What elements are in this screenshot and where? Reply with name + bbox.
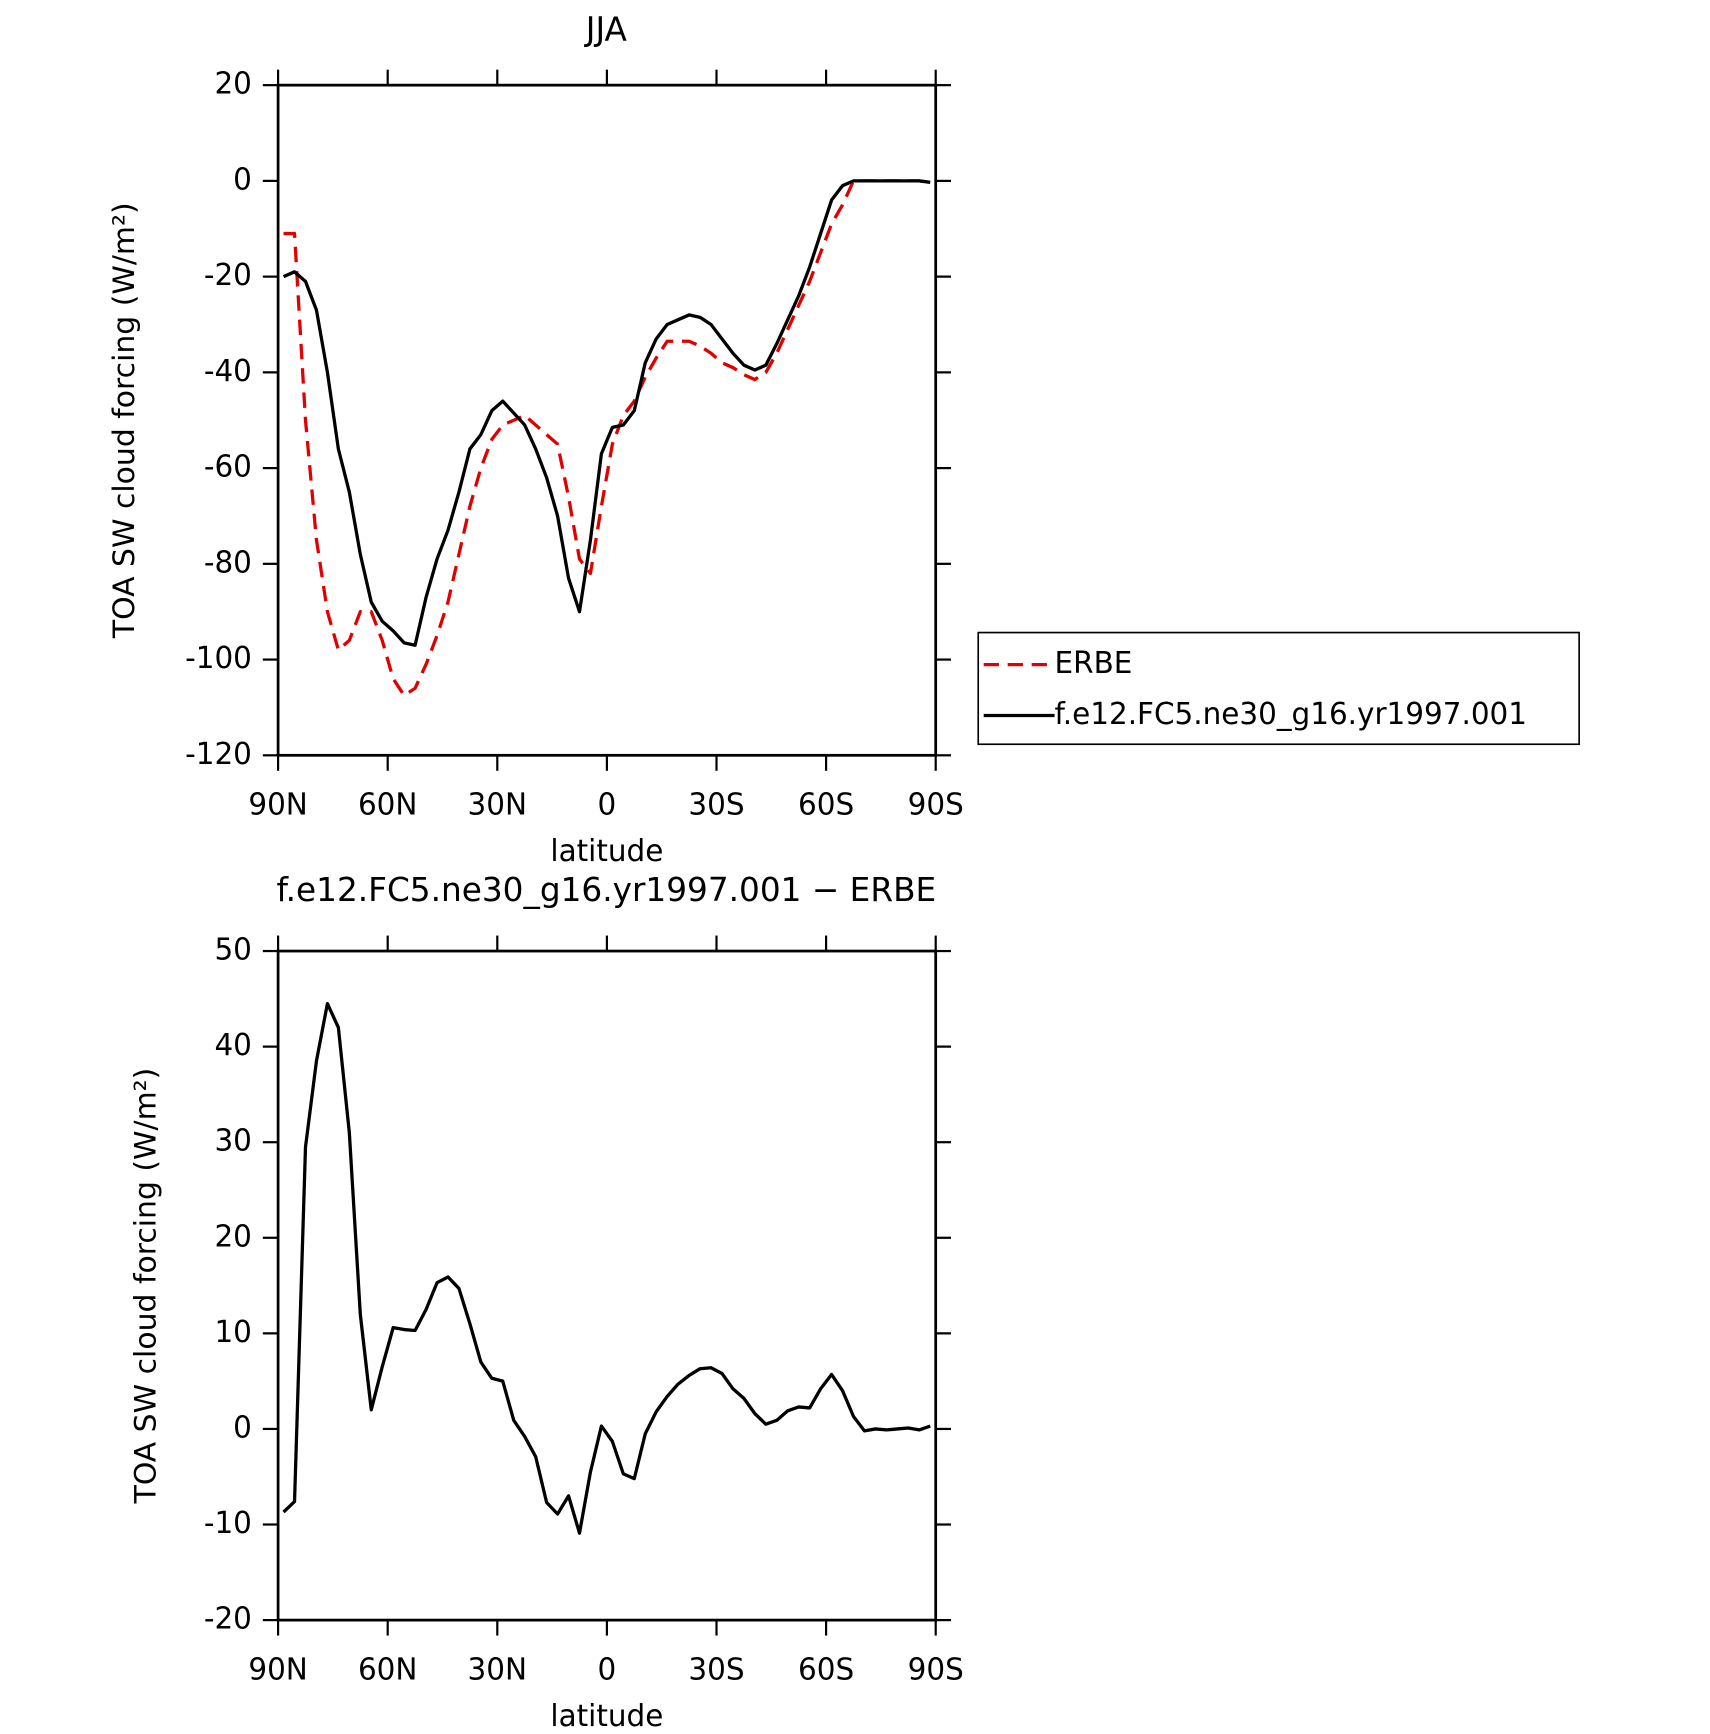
y-tick-label: 40 bbox=[214, 1027, 251, 1062]
y-tick-label: 30 bbox=[214, 1123, 251, 1158]
plot-frame bbox=[276, 83, 938, 757]
x-tick-label: 90N bbox=[248, 1651, 307, 1686]
chart-title: JJA bbox=[584, 9, 628, 48]
y-tick-label: -60 bbox=[204, 448, 252, 483]
x-tick-label: 30S bbox=[688, 1651, 744, 1686]
x-tick-label: 30N bbox=[468, 787, 527, 822]
y-tick-label: -100 bbox=[185, 640, 252, 675]
y-tick-label: 0 bbox=[233, 161, 252, 196]
legend-label: ERBE bbox=[1055, 645, 1133, 680]
x-tick-label: 90S bbox=[908, 1651, 964, 1686]
y-tick-label: 50 bbox=[214, 931, 251, 966]
y-tick-label: 20 bbox=[214, 1218, 251, 1253]
x-tick-label: 90N bbox=[248, 787, 307, 822]
x-tick-label: 60S bbox=[798, 787, 854, 822]
chart-title: f.e12.FC5.ne30_g16.yr1997.001 − ERBE bbox=[277, 870, 937, 909]
y-axis-label: TOA SW cloud forcing (W/m²) bbox=[128, 1068, 163, 1505]
y-tick-label: -80 bbox=[204, 544, 252, 579]
y-tick-label: -120 bbox=[185, 736, 252, 771]
y-tick-label: -20 bbox=[204, 1600, 252, 1635]
data-line bbox=[283, 179, 931, 698]
x-tick-label: 30S bbox=[688, 787, 744, 822]
y-tick-label: -40 bbox=[204, 353, 252, 388]
x-tick-label: 30N bbox=[468, 1651, 527, 1686]
x-tick-label: 60N bbox=[358, 1651, 417, 1686]
data-line bbox=[282, 179, 931, 647]
y-tick-label: -20 bbox=[204, 257, 252, 292]
y-tick-label: -10 bbox=[204, 1505, 252, 1540]
data-line bbox=[282, 1001, 931, 1535]
x-tick-label: 0 bbox=[598, 1651, 617, 1686]
y-axis-label: TOA SW cloud forcing (W/m²) bbox=[106, 202, 141, 639]
x-tick-label: 60S bbox=[798, 1651, 854, 1686]
x-tick-label: 90S bbox=[908, 787, 964, 822]
x-axis-label: latitude bbox=[550, 833, 663, 868]
x-axis-label: latitude bbox=[550, 1698, 663, 1733]
x-tick-label: 0 bbox=[598, 787, 617, 822]
x-tick-label: 60N bbox=[358, 787, 417, 822]
y-tick-label: 10 bbox=[214, 1314, 251, 1349]
plot-frame bbox=[276, 949, 938, 1622]
legend-box bbox=[977, 631, 1580, 746]
y-tick-label: 20 bbox=[214, 66, 251, 101]
y-tick-label: 0 bbox=[233, 1409, 252, 1444]
legend-label: f.e12.FC5.ne30_g16.yr1997.001 bbox=[1055, 696, 1527, 731]
